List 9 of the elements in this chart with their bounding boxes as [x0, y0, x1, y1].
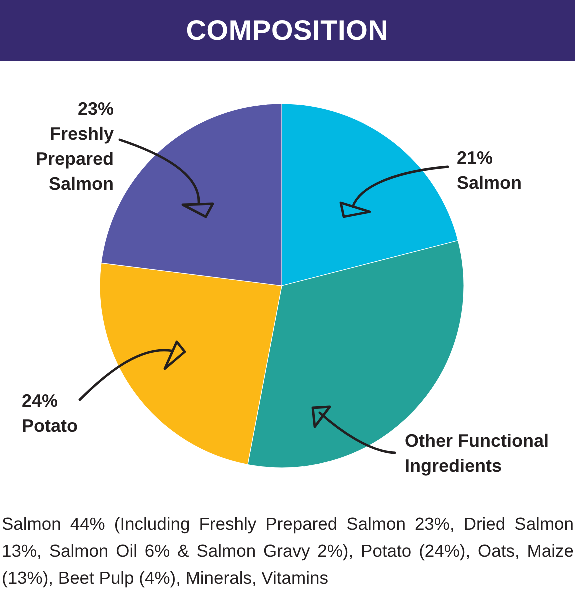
slice-label: Freshly Prepared Salmon	[36, 124, 114, 194]
slice-label: Other Functional Ingredients	[405, 431, 549, 476]
data-label: 21%	[457, 148, 494, 168]
slice-label: Potato	[22, 416, 78, 436]
data-label: 23%	[78, 99, 114, 119]
text: Salmon 44% (Including Freshly Prepared Salmon 23%, Dried Salmon 13%, Salmon Oil 6% & Salmon Gravy 2%), Potato (24%), Oats, Maize (13%), Beet Pulp (4%), Minerals, Vitamins	[2, 513, 574, 589]
slice-label: Salmon	[457, 173, 522, 193]
data-label: 24%	[22, 391, 58, 411]
chart-title: COMPOSITION	[186, 14, 389, 46]
